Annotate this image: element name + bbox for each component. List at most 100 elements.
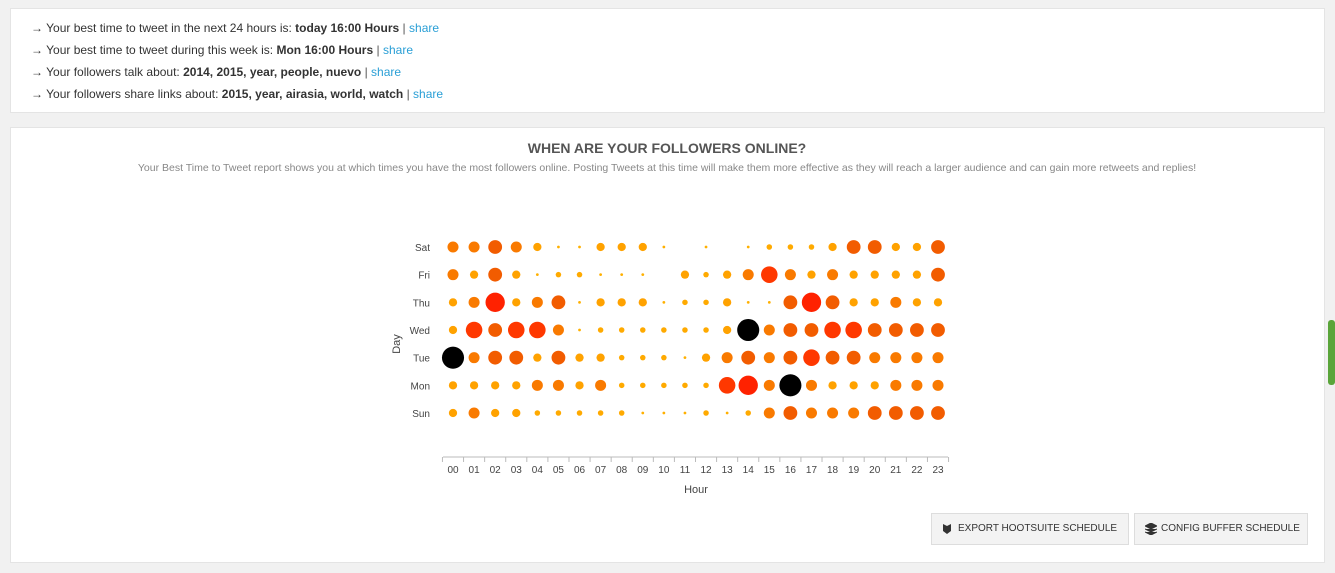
y-axis-label: Day bbox=[391, 334, 403, 354]
bubble bbox=[718, 377, 736, 394]
bubble bbox=[722, 298, 732, 307]
bubble bbox=[746, 245, 750, 249]
bubble bbox=[555, 410, 562, 416]
bubble bbox=[867, 323, 882, 337]
bubble bbox=[787, 244, 794, 250]
bubble bbox=[804, 323, 819, 337]
bubble bbox=[531, 296, 543, 308]
bubble bbox=[827, 269, 839, 281]
bubble bbox=[845, 321, 862, 339]
bubble bbox=[512, 298, 521, 307]
bubble bbox=[890, 379, 902, 391]
summary-line: → Your followers talk about: 2014, 2015,… bbox=[31, 65, 401, 79]
bubble bbox=[931, 240, 945, 254]
share-link[interactable]: share bbox=[382, 43, 413, 57]
bubble bbox=[766, 244, 773, 250]
bubble bbox=[535, 273, 539, 277]
x-tick-label: 07 bbox=[595, 465, 607, 476]
line-text: → Your followers share links about: bbox=[31, 87, 219, 101]
bubble bbox=[912, 270, 922, 279]
summary-panel: → Your best time to tweet in the next 24… bbox=[10, 8, 1325, 113]
x-tick-label: 13 bbox=[722, 465, 734, 476]
bubble bbox=[911, 352, 923, 364]
bubble bbox=[468, 407, 480, 419]
bubble bbox=[551, 295, 566, 310]
share-link[interactable]: share bbox=[409, 21, 440, 35]
bubble bbox=[767, 300, 771, 304]
y-tick-label: Mon bbox=[411, 381, 430, 392]
chart-panel bbox=[10, 127, 1325, 563]
bubble bbox=[576, 271, 583, 278]
share-link[interactable]: share bbox=[413, 87, 444, 101]
line-text: → Your followers talk about: bbox=[31, 65, 180, 79]
share-link[interactable]: share bbox=[371, 65, 402, 79]
x-axis-label: Hour bbox=[684, 484, 708, 496]
bubble bbox=[803, 349, 820, 366]
bubble bbox=[468, 241, 480, 253]
x-tick-label: 11 bbox=[680, 465, 691, 476]
bubble bbox=[763, 379, 775, 391]
x-tick-label: 18 bbox=[827, 465, 839, 476]
bubble bbox=[640, 327, 646, 333]
bubble bbox=[931, 267, 945, 282]
summary-line: → Your best time to tweet in the next 24… bbox=[31, 21, 439, 35]
bubble bbox=[448, 298, 458, 307]
separator: | bbox=[402, 21, 406, 35]
bubble bbox=[662, 245, 666, 249]
bubble bbox=[910, 323, 924, 337]
bubble bbox=[805, 407, 817, 419]
stack-icon bbox=[1145, 523, 1157, 535]
x-tick-label: 19 bbox=[848, 465, 860, 476]
bubble bbox=[638, 298, 647, 307]
bubble bbox=[870, 381, 879, 390]
x-tick-label: 15 bbox=[764, 465, 776, 476]
x-tick-label: 20 bbox=[869, 465, 881, 476]
bubble bbox=[507, 321, 525, 339]
x-tick-label: 17 bbox=[806, 465, 818, 476]
button-label: EXPORT HOOTSUITE SCHEDULE bbox=[958, 523, 1118, 534]
chart-title: WHEN ARE YOUR FOLLOWERS ONLINE? bbox=[528, 140, 806, 156]
bubble bbox=[912, 298, 922, 307]
bubble bbox=[534, 410, 541, 416]
bubble bbox=[828, 242, 837, 252]
bubble bbox=[488, 323, 503, 337]
bubble bbox=[447, 241, 459, 253]
bubble bbox=[742, 269, 754, 281]
bubble bbox=[662, 411, 666, 415]
x-tick-label: 21 bbox=[890, 465, 902, 476]
x-tick-label: 09 bbox=[637, 465, 649, 476]
bubble bbox=[870, 270, 879, 279]
bubble bbox=[784, 269, 796, 281]
x-tick-label: 06 bbox=[574, 465, 586, 476]
bubble bbox=[763, 324, 775, 336]
bubble bbox=[848, 407, 860, 419]
separator: | bbox=[376, 43, 380, 57]
bubble bbox=[469, 270, 479, 279]
bubble bbox=[725, 411, 729, 415]
bubble bbox=[737, 318, 760, 342]
bubble bbox=[738, 375, 758, 395]
bubble bbox=[824, 321, 841, 339]
bubble bbox=[912, 242, 922, 252]
bubble bbox=[827, 407, 839, 419]
y-tick-label: Wed bbox=[410, 326, 430, 337]
bubble bbox=[661, 382, 667, 389]
bubble bbox=[783, 406, 798, 420]
bubble bbox=[599, 273, 602, 277]
y-tick-label: Thu bbox=[413, 298, 430, 309]
bubble bbox=[825, 295, 840, 310]
line-value: 2015, year, airasia, world, watch bbox=[221, 87, 404, 101]
bubble bbox=[703, 327, 709, 333]
bubble bbox=[578, 245, 581, 249]
bubble bbox=[741, 350, 756, 365]
bubble bbox=[491, 381, 500, 390]
bubble bbox=[468, 296, 480, 308]
bubble bbox=[529, 321, 546, 339]
bubble bbox=[512, 381, 521, 390]
side-tab[interactable] bbox=[1328, 320, 1335, 385]
buffer-button[interactable]: CONFIG BUFFER SCHEDULE bbox=[1134, 513, 1308, 545]
export-button[interactable]: EXPORT HOOTSUITE SCHEDULE bbox=[931, 513, 1129, 545]
x-tick-label: 08 bbox=[616, 465, 628, 476]
bubble bbox=[533, 242, 542, 252]
